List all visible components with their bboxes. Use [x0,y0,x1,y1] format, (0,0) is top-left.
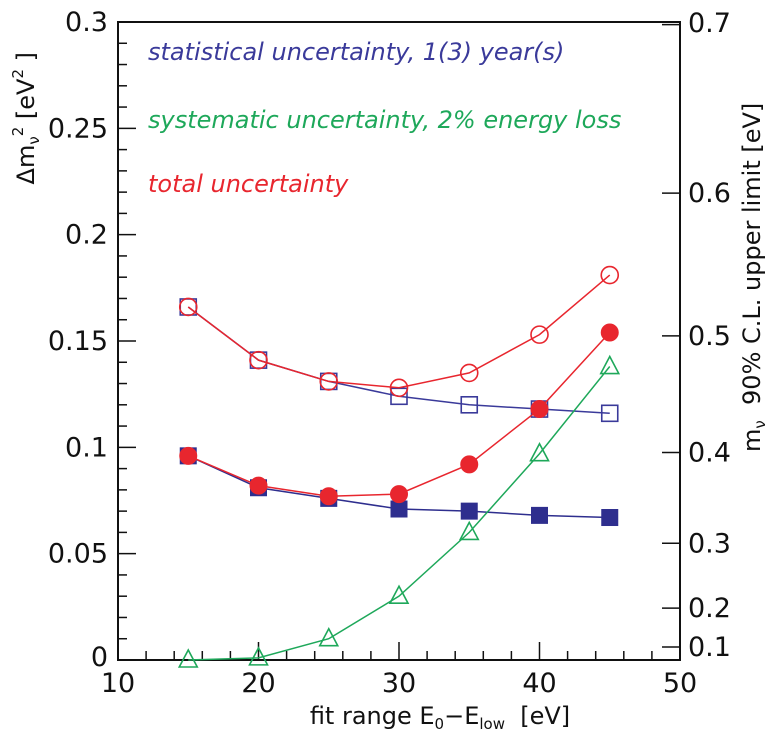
y-tick-label: 0.1 [65,432,108,463]
data-point [529,442,550,462]
y-axis-label: Δmν2 [eV2 ] [9,52,43,184]
series-line [188,366,611,661]
data-point [318,627,340,647]
series-group [177,265,621,668]
data-point [390,485,408,504]
data-point [248,646,269,666]
grid-ticks [117,21,681,661]
y2-tick-label: 0.7 [688,8,731,39]
y-tick-label: 0.05 [48,539,108,570]
data-point [530,325,549,344]
series-circle-filled [179,323,619,506]
y2-tick-label: 0.5 [688,321,731,352]
x-tick-label: 30 [382,668,416,699]
x-tick-label: 10 [101,668,135,699]
series-square-open [179,298,619,423]
series-triangle-open [177,354,621,668]
x-tick-label: 50 [663,668,697,699]
y2-tick-label: 0.4 [688,438,731,469]
data-point [319,487,338,506]
series-circle-open [178,265,620,398]
legend-entry: systematic uncertainty, 2% energy loss [148,106,621,134]
legend-entry: total uncertainty [148,170,349,198]
y-tick-label: 0.3 [65,7,108,38]
y2-tick-label: 0.6 [688,178,731,209]
legend-entry: statistical uncertainty, 1(3) year(s) [148,38,564,66]
data-point [390,500,408,518]
y-tick-label: 0.25 [48,113,108,144]
y2-tick-label: 0.3 [688,528,731,559]
data-point [177,648,199,668]
data-point [530,400,549,419]
data-point [388,584,410,605]
data-point [600,265,620,285]
y-tick-label: 0.15 [48,326,108,357]
data-point [459,363,479,383]
data-point [458,520,480,541]
data-point [460,395,479,414]
data-point [179,446,198,465]
data-point [319,372,339,391]
y-tick-label: 0 [91,642,108,673]
series-line [187,306,610,415]
y2-axis-label: mν 90% C.L. upper limit [eV] [738,103,767,452]
y2-tick-label: 0.1 [688,632,731,663]
y2-tick-label: 0.2 [688,593,731,624]
tick-labels: 10 20 30 40 50 0 0.05 0.1 0.15 0.2 0.25 0.3 0.1 0.2 0.… [48,7,731,699]
data-point [601,509,619,527]
data-point [178,297,198,317]
legend: statistical uncertainty, 1(3) year(s) sys… [148,38,621,198]
data-point [249,476,268,495]
data-point [249,350,268,370]
data-point [460,502,478,520]
data-point [599,354,621,375]
x-tick-label: 40 [522,668,556,699]
data-point [600,404,619,423]
x-tick-label: 20 [241,668,275,699]
y-tick-label: 0.2 [65,220,108,251]
data-point [389,378,409,398]
data-point [600,323,619,342]
data-point [460,455,479,474]
x-axis-label: fit range E0−Elow [eV] [310,702,570,733]
series-line [187,274,611,389]
data-point [531,506,548,524]
